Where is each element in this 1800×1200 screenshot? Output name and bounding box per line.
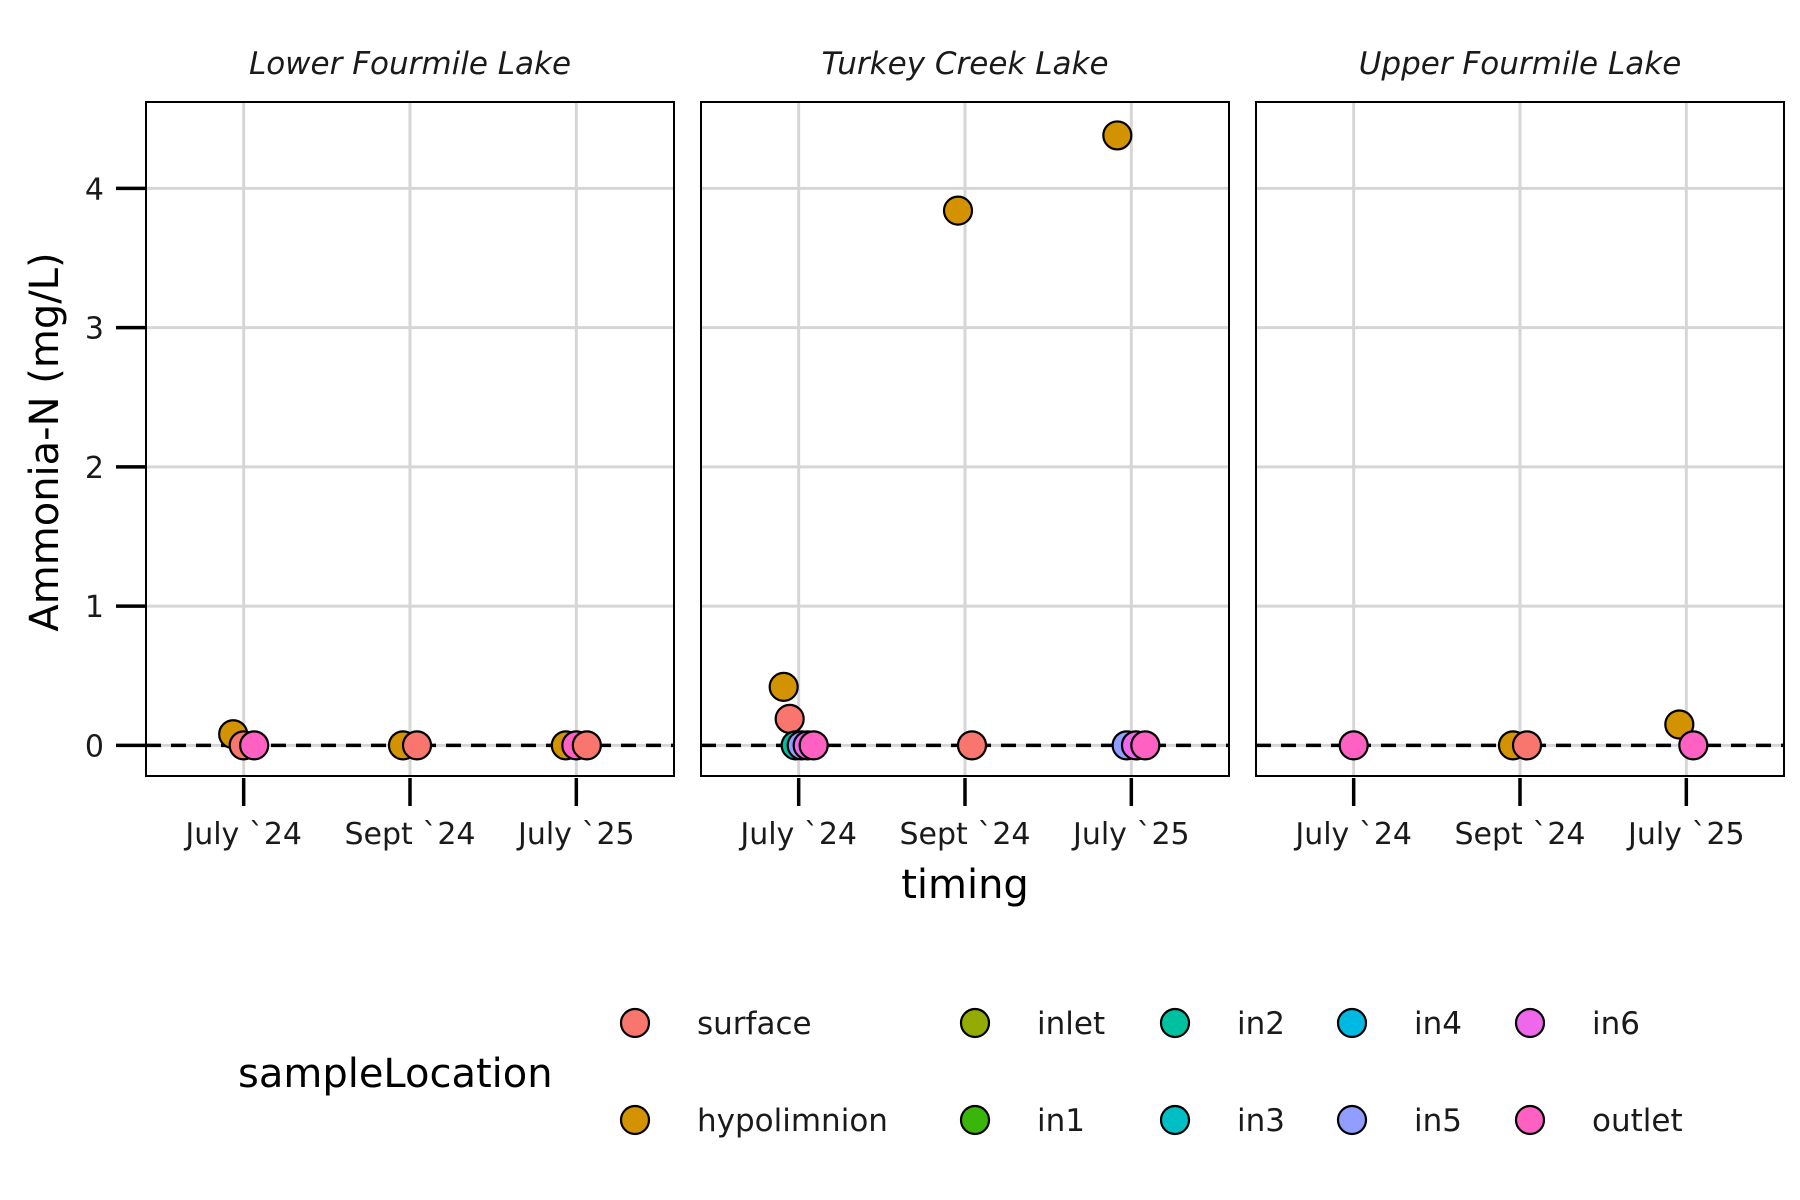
y-tick-label: 1 [85,590,104,625]
x-tick-label: July `25 [1626,817,1745,852]
data-point-surface [401,730,433,761]
legend-label: in4 [1414,1006,1462,1042]
legend-item-hypolimnion: hypolimnion [619,1103,888,1139]
data-point-outlet [1338,730,1369,761]
panel-border [700,101,1230,777]
legend-marker [1336,1104,1368,1136]
panel-upper-fourmile-lake: Upper Fourmile Lake July `24 Sept `24 July … [1255,46,1785,852]
facet-panels: Lower Fourmile Lake July `24 Sept `24 July … [145,46,1785,852]
points [768,120,1161,761]
legend-label: hypolimnion [697,1103,888,1139]
data-point-surface [956,730,988,761]
x-tick-label: July `25 [516,817,635,852]
legend-item-inlet: inlet [959,1006,1105,1042]
gridlines [146,102,674,776]
legend-item-in1: in1 [959,1103,1085,1139]
x-axis-title: timing [901,862,1029,908]
y-tick-label: 0 [85,729,104,764]
legend-label: in2 [1237,1006,1285,1042]
panel-title: Lower Fourmile Lake [249,46,571,82]
x-tick-label: Sept `24 [344,817,475,852]
panel-title: Turkey Creek Lake [821,46,1108,82]
data-point-outlet [1678,730,1709,761]
y-tick-label: 4 [85,172,104,207]
legend-label: in1 [1037,1103,1085,1139]
legend-item-in3: in3 [1159,1103,1285,1139]
x-tick-label: Sept `24 [899,817,1030,852]
legend-label: in6 [1592,1006,1640,1042]
x-tick-label: July `25 [1071,817,1190,852]
panel-lower-fourmile-lake: Lower Fourmile Lake July `24 Sept `24 July … [145,46,675,852]
legend-marker [1336,1007,1368,1039]
x-tick-label: July `24 [183,817,302,852]
legend-title: sampleLocation [238,1051,553,1097]
legend-item-in2: in2 [1159,1006,1285,1042]
legend-item-outlet: outlet [1514,1103,1683,1139]
legend-marker [1514,1007,1546,1039]
data-point-outlet [798,730,829,761]
legend-marker [1159,1104,1191,1136]
legend-label: outlet [1592,1103,1683,1139]
y-tick-label: 3 [85,312,104,347]
legend-marker [1159,1007,1191,1039]
legend-marker [959,1104,991,1136]
y-axis-title: Ammonia-N (mg/L) [22,252,68,631]
y-tick-label: 2 [85,451,104,486]
legend-marker [619,1104,651,1136]
legend-label: in5 [1414,1103,1462,1139]
legend-label: in3 [1237,1103,1285,1139]
data-point-outlet [239,730,270,761]
y-axis: 0 1 2 3 4 [85,172,146,764]
legend-marker [959,1007,991,1039]
legend: sampleLocation surface hypolimnion inlet in… [238,1006,1683,1139]
x-tick-label: July `24 [1293,817,1412,852]
data-point-hypolimnion [768,671,799,702]
x-tick-label: Sept `24 [1454,817,1585,852]
data-point-hypolimnion [1102,120,1133,151]
panel-border [1255,101,1785,777]
legend-item-surface: surface [619,1006,812,1042]
panel-turkey-creek-lake: Turkey Creek Lake July `24 Sept `24 July `2… [700,46,1230,852]
legend-item-in5: in5 [1336,1103,1462,1139]
legend-marker [619,1007,651,1039]
legend-label: inlet [1037,1006,1105,1042]
legend-item-in4: in4 [1336,1006,1462,1042]
points [218,719,602,761]
legend-label: surface [697,1006,812,1042]
legend-marker [1514,1104,1546,1136]
panel-border [145,101,675,777]
panel-title: Upper Fourmile Lake [1359,46,1682,82]
data-point-hypolimnion [1664,709,1695,740]
data-point-surface [571,730,602,761]
x-tick-label: July `24 [738,817,857,852]
data-point-surface [774,703,805,735]
legend-item-in6: in6 [1514,1006,1640,1042]
gridlines [1256,102,1784,776]
data-point-outlet [1130,730,1161,761]
data-point-hypolimnion [942,195,974,226]
points [1338,709,1709,761]
data-point-surface [1511,730,1543,761]
